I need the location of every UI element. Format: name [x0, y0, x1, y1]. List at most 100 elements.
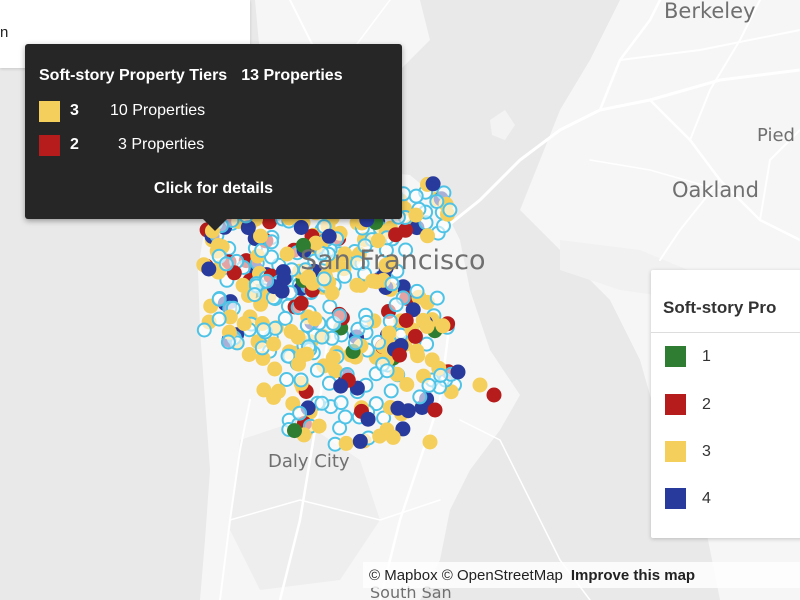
property-marker[interactable] [201, 261, 217, 277]
property-marker[interactable] [357, 238, 373, 254]
property-marker[interactable] [266, 336, 282, 352]
property-marker[interactable] [218, 256, 234, 272]
property-marker[interactable] [321, 228, 337, 244]
property-marker[interactable] [409, 283, 425, 299]
property-marker[interactable] [420, 228, 435, 244]
property-marker[interactable] [236, 316, 252, 332]
property-marker[interactable] [408, 207, 424, 223]
property-marker[interactable] [338, 435, 354, 451]
tooltip-total: 13 Properties [241, 67, 343, 84]
property-marker[interactable] [385, 429, 401, 445]
property-marker[interactable] [316, 271, 332, 287]
property-marker[interactable] [314, 329, 330, 345]
property-marker[interactable] [211, 291, 227, 307]
property-marker[interactable] [383, 383, 399, 399]
property-marker[interactable] [337, 268, 353, 284]
property-marker[interactable] [333, 378, 349, 394]
property-marker[interactable] [398, 242, 414, 258]
property-marker[interactable] [254, 243, 270, 258]
property-marker[interactable] [398, 222, 413, 238]
property-marker[interactable] [292, 405, 308, 421]
property-marker[interactable] [324, 285, 340, 301]
property-marker[interactable] [293, 295, 309, 311]
property-marker[interactable] [407, 328, 423, 344]
property-marker[interactable] [381, 325, 397, 341]
property-marker[interactable] [301, 269, 317, 285]
property-marker[interactable] [349, 277, 365, 293]
property-marker[interactable] [399, 377, 415, 392]
property-marker[interactable] [388, 297, 404, 313]
property-marker[interactable] [398, 313, 414, 328]
property-marker[interactable] [333, 395, 349, 411]
property-marker[interactable] [395, 421, 411, 437]
property-marker[interactable] [337, 246, 353, 262]
property-marker[interactable] [384, 276, 400, 292]
property-marker[interactable] [290, 329, 306, 345]
property-marker[interactable] [293, 372, 309, 388]
property-marker[interactable] [352, 433, 368, 449]
property-marker[interactable] [422, 434, 438, 450]
property-marker[interactable] [309, 362, 325, 378]
property-marker[interactable] [408, 188, 424, 204]
place-label-san-francisco: San Francisco [300, 245, 485, 276]
property-marker[interactable] [322, 299, 338, 315]
property-marker[interactable] [433, 367, 449, 383]
property-marker[interactable] [291, 356, 306, 372]
property-marker[interactable] [311, 418, 327, 434]
property-marker[interactable] [280, 348, 296, 364]
property-marker[interactable] [379, 363, 395, 379]
tooltip-details-link[interactable]: Click for details [153, 180, 274, 197]
property-marker[interactable] [348, 335, 363, 351]
property-marker[interactable] [220, 334, 236, 350]
tier-2-swatch [39, 134, 60, 156]
property-marker[interactable] [405, 302, 421, 318]
property-marker[interactable] [293, 220, 309, 235]
property-marker[interactable] [277, 310, 293, 326]
property-marker[interactable] [442, 202, 458, 218]
property-marker[interactable] [295, 237, 311, 253]
property-marker[interactable] [332, 308, 347, 324]
property-marker[interactable] [429, 194, 445, 209]
property-marker[interactable] [266, 389, 282, 405]
property-marker[interactable] [421, 377, 437, 393]
property-marker[interactable] [427, 402, 443, 418]
property-marker[interactable] [486, 387, 502, 403]
mapbox-attribution-link[interactable]: © Mapbox [369, 566, 438, 584]
property-marker[interactable] [410, 348, 426, 364]
property-marker[interactable] [253, 228, 268, 244]
property-marker[interactable] [287, 423, 302, 439]
improve-map-link[interactable]: Improve this map [570, 566, 696, 584]
property-marker[interactable] [435, 318, 451, 334]
property-marker[interactable] [360, 411, 376, 427]
property-marker[interactable] [307, 311, 323, 327]
property-marker[interactable] [259, 273, 275, 289]
property-marker[interactable] [211, 311, 227, 327]
property-marker[interactable] [425, 176, 441, 192]
property-marker[interactable] [390, 400, 406, 416]
property-marker[interactable] [370, 233, 386, 249]
property-marker[interactable] [378, 257, 394, 273]
property-marker[interactable] [450, 364, 466, 380]
property-marker[interactable] [372, 428, 388, 444]
property-marker[interactable] [314, 395, 330, 411]
osm-attribution-link[interactable]: © OpenStreetMap [441, 566, 563, 584]
property-marker[interactable] [241, 347, 257, 362]
property-marker[interactable] [371, 334, 386, 350]
property-marker[interactable] [276, 271, 292, 287]
property-marker[interactable] [267, 361, 283, 377]
property-marker[interactable] [472, 377, 488, 393]
property-marker[interactable] [256, 382, 272, 398]
property-marker[interactable] [247, 287, 263, 303]
property-marker[interactable] [412, 389, 428, 405]
property-marker[interactable] [279, 372, 295, 387]
property-marker[interactable] [279, 246, 295, 262]
property-marker[interactable] [392, 347, 407, 363]
property-marker[interactable] [196, 322, 212, 338]
property-marker[interactable] [419, 318, 435, 334]
property-marker[interactable] [337, 409, 353, 425]
property-marker[interactable] [350, 255, 365, 271]
property-marker[interactable] [359, 314, 375, 330]
property-marker[interactable] [256, 322, 271, 338]
property-tooltip[interactable]: Soft-story Property Tiers 13 Properties 3… [25, 44, 402, 231]
property-marker[interactable] [429, 290, 445, 306]
